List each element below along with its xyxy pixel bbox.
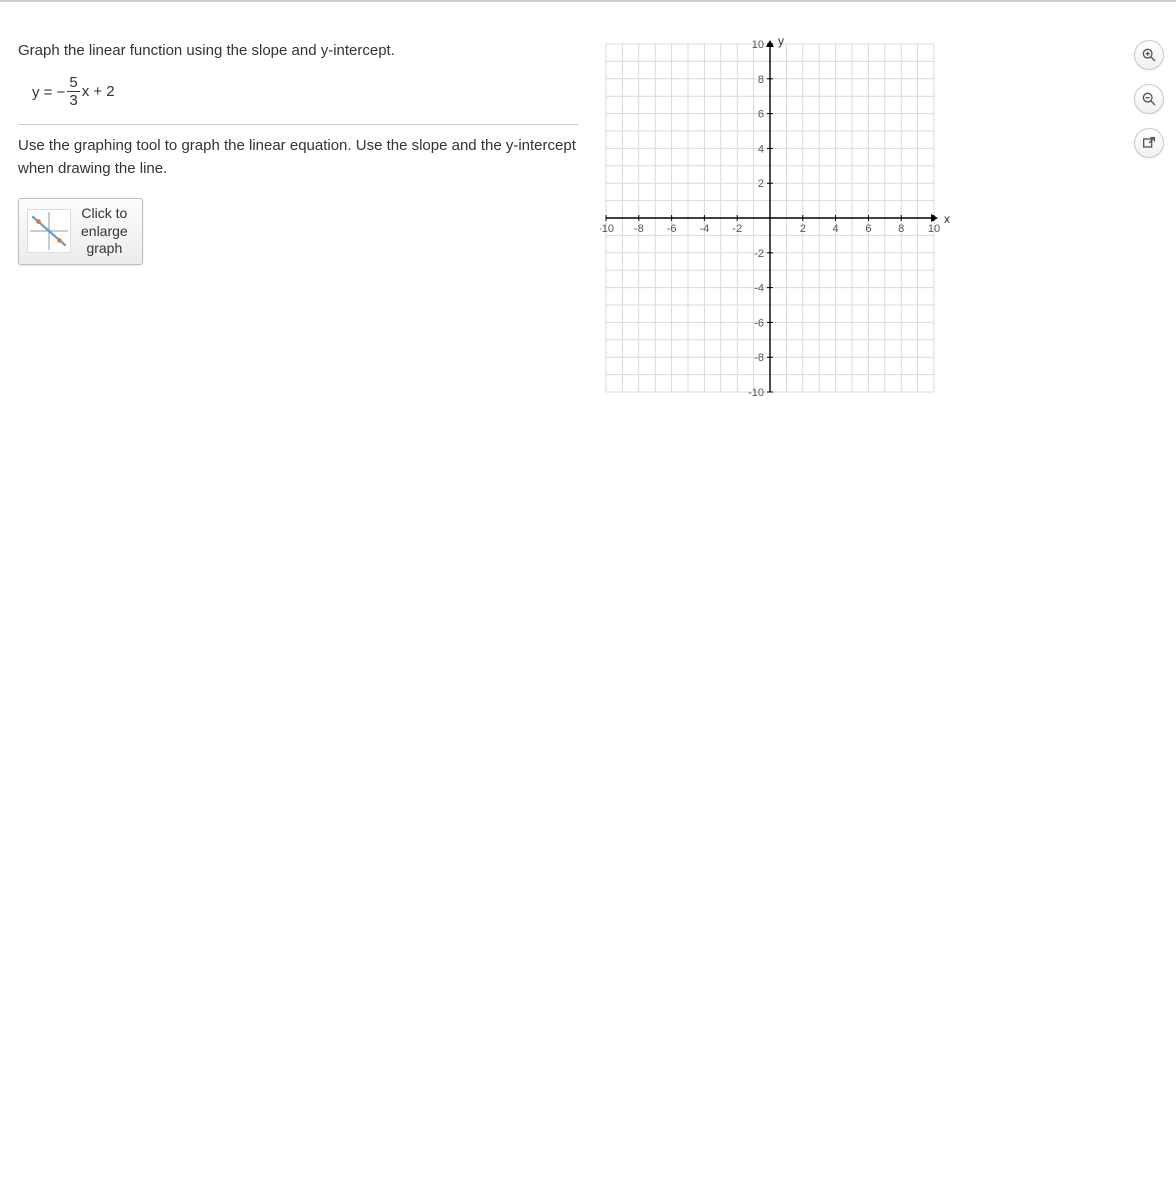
enlarge-line2: enlarge xyxy=(81,223,128,239)
svg-text:8: 8 xyxy=(898,223,904,235)
zoom-out-icon xyxy=(1141,91,1157,107)
svg-text:2: 2 xyxy=(800,223,806,235)
svg-text:-2: -2 xyxy=(754,248,764,260)
svg-text:-2: -2 xyxy=(732,223,742,235)
x-axis-label: x xyxy=(944,212,950,226)
svg-text:-10: -10 xyxy=(600,223,614,235)
svg-text:6: 6 xyxy=(865,223,871,235)
svg-text:-6: -6 xyxy=(754,317,764,329)
graph-area[interactable]: y x -10-8-6-4-2246810-10-8-6-4-2246810 xyxy=(600,38,950,408)
enlarge-line1: Click to xyxy=(81,205,127,221)
svg-text:-4: -4 xyxy=(754,283,764,295)
y-axis-label: y xyxy=(778,34,784,48)
question-panel: Graph the linear function using the slop… xyxy=(18,32,578,265)
svg-text:8: 8 xyxy=(758,74,764,86)
graph-toolbar xyxy=(1134,40,1164,158)
svg-text:4: 4 xyxy=(833,223,839,235)
cartesian-grid[interactable]: -10 -8 -6 -4 -2 2 4 6 8 10 -10 -8 -6 -4 -2 2 4 6 8 10 xyxy=(600,38,940,398)
popout-icon xyxy=(1141,135,1157,151)
svg-text:-10: -10 xyxy=(748,387,764,398)
divider xyxy=(18,124,578,125)
svg-text:10: 10 xyxy=(928,223,940,235)
svg-text:-4: -4 xyxy=(700,223,710,235)
page-root: Graph the linear function using the slop… xyxy=(0,0,1176,1200)
zoom-in-button[interactable] xyxy=(1134,40,1164,70)
svg-text:-8: -8 xyxy=(634,223,644,235)
question-prompt: Graph the linear function using the slop… xyxy=(18,42,578,59)
graph-thumbnail-icon xyxy=(27,209,71,253)
equation-lead: y = − xyxy=(32,83,65,101)
sub-instruction: Use the graphing tool to graph the linea… xyxy=(18,135,578,180)
enlarge-line3: graph xyxy=(86,240,122,256)
enlarge-graph-button[interactable]: Click to enlarge graph xyxy=(18,198,143,265)
svg-text:4: 4 xyxy=(758,143,764,155)
svg-text:-6: -6 xyxy=(667,223,677,235)
equation-tail: x + 2 xyxy=(82,83,115,100)
equation: y = − 5 3 x + 2 xyxy=(18,67,578,124)
zoom-in-icon xyxy=(1141,47,1157,63)
enlarge-button-label: Click to enlarge graph xyxy=(81,205,128,258)
fraction-numerator: 5 xyxy=(67,75,79,92)
popout-button[interactable] xyxy=(1134,128,1164,158)
svg-text:6: 6 xyxy=(758,109,764,121)
equation-fraction: 5 3 xyxy=(67,75,79,108)
svg-text:10: 10 xyxy=(752,39,764,51)
fraction-denominator: 3 xyxy=(69,92,77,108)
zoom-out-button[interactable] xyxy=(1134,84,1164,114)
graph-panel: y x -10-8-6-4-2246810-10-8-6-4-2246810 xyxy=(600,38,1160,408)
svg-text:-8: -8 xyxy=(754,352,764,364)
svg-text:2: 2 xyxy=(758,178,764,190)
